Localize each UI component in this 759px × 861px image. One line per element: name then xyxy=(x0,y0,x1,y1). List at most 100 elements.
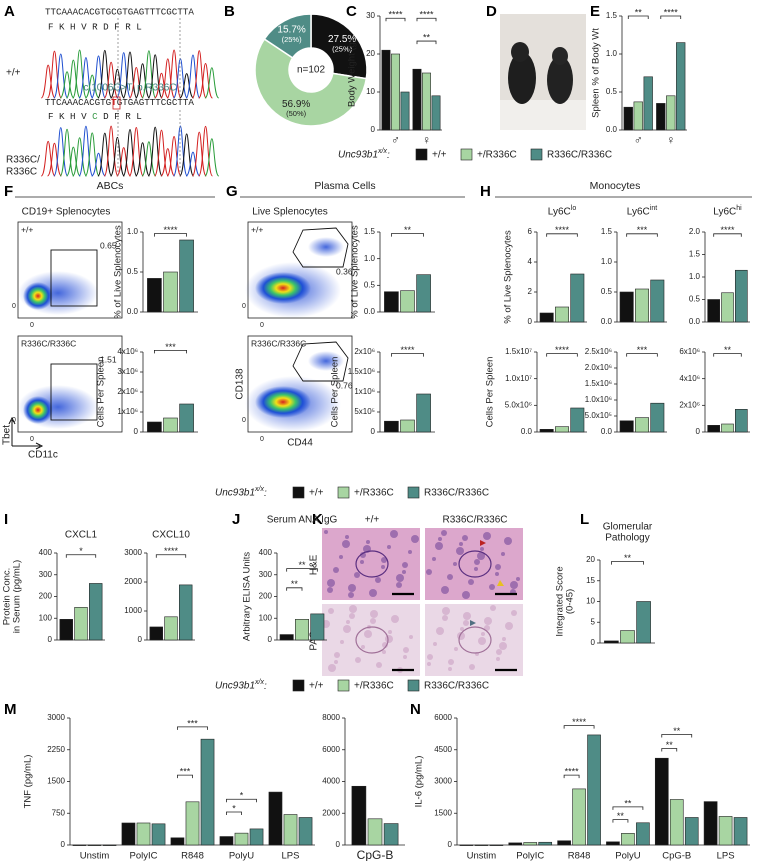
flow-zero: 0 xyxy=(260,322,264,329)
legend-title: Unc93b1x/x: xyxy=(215,486,267,498)
histology-texture xyxy=(355,657,361,663)
x-tick-label: R848 xyxy=(568,851,591,861)
bar xyxy=(604,640,619,644)
significance-label: **** xyxy=(565,767,580,777)
significance-bracket xyxy=(391,353,424,357)
x-tick-label: ♀ xyxy=(422,133,431,147)
bar xyxy=(703,801,718,846)
panel-letter: B xyxy=(224,3,235,20)
genotype-label: +/+ xyxy=(6,68,21,79)
histology-texture xyxy=(442,615,448,621)
histology-texture xyxy=(360,560,364,564)
x-tick-label: LPS xyxy=(282,851,300,861)
significance-bracket xyxy=(612,806,644,810)
legend-label: R336C/R336C xyxy=(547,150,612,161)
y-tick-label: 6000 xyxy=(322,745,340,754)
x-tick-label: ♀ xyxy=(666,133,675,147)
flow-zero: 0 xyxy=(12,303,16,310)
bar xyxy=(721,423,734,433)
y-tick-label: 5.0x10⁶ xyxy=(505,400,532,409)
bar xyxy=(412,68,422,131)
histology-texture xyxy=(483,532,491,540)
legend-label: +/+ xyxy=(309,488,324,499)
mouse-photo xyxy=(500,14,586,130)
significance-label: **** xyxy=(572,717,587,727)
bar xyxy=(734,269,748,323)
bar xyxy=(538,841,553,846)
histology-column: +/+ xyxy=(365,515,380,526)
x-tick-label: PolyIC xyxy=(130,851,158,861)
y-tick-label: 0 xyxy=(696,427,701,436)
histology-texture xyxy=(462,535,468,541)
histology-texture xyxy=(441,586,449,594)
legend-swatch xyxy=(292,679,305,692)
y-axis-label: (0-45) xyxy=(565,589,576,614)
aa-part: D F R L xyxy=(98,111,142,122)
y-tick-label: 1.0x10⁷ xyxy=(505,374,532,383)
significance-label: * xyxy=(79,546,83,556)
histology-texture xyxy=(480,547,484,551)
chromatogram-peak xyxy=(109,136,125,177)
bar xyxy=(623,106,633,131)
y-tick-label: 0.5 xyxy=(606,87,618,96)
histology-texture xyxy=(511,610,517,616)
bar xyxy=(400,419,415,433)
bar xyxy=(185,801,200,846)
bar xyxy=(684,817,699,846)
panel-letter: E xyxy=(590,3,600,20)
histology-texture xyxy=(403,655,407,659)
histology-texture xyxy=(390,530,398,538)
gate-value: 0.76 xyxy=(336,380,353,390)
chromatogram-peak xyxy=(59,128,75,177)
glomerulus xyxy=(355,626,389,654)
bar xyxy=(666,95,676,131)
bar xyxy=(179,584,193,641)
y-tick-label: 4500 xyxy=(434,745,452,754)
histology-texture xyxy=(478,637,486,645)
bar xyxy=(163,271,178,313)
y-tick-label: 0.5 xyxy=(689,295,701,304)
significance-bracket xyxy=(626,353,658,357)
histology-texture xyxy=(441,530,447,536)
flow-genotype: +/+ xyxy=(21,224,33,234)
chromatogram-peak xyxy=(135,63,151,99)
y-tick-label: 2.0 xyxy=(689,227,701,236)
bar xyxy=(367,818,383,846)
bar xyxy=(733,817,748,846)
significance-bracket xyxy=(661,734,693,738)
chromatogram-peak xyxy=(191,131,207,177)
flow-axis-label: CD11c xyxy=(28,450,58,461)
chromatogram-peak xyxy=(198,125,213,177)
y-tick-label: 300 xyxy=(39,570,53,579)
chromatogram-peak xyxy=(116,147,132,177)
bar xyxy=(219,836,234,846)
bar xyxy=(508,842,523,846)
y-tick-label: 4x10⁶ xyxy=(679,374,700,383)
chart-title: CXCL1 xyxy=(65,530,98,541)
significance-label: ** xyxy=(624,553,632,563)
chromatogram-peak xyxy=(147,126,163,177)
glomerulus xyxy=(458,550,492,578)
histology-texture xyxy=(381,565,385,569)
aa-part: C xyxy=(92,111,98,122)
y-tick-label: 6x10⁶ xyxy=(679,347,700,356)
y-tick-label: 1.0 xyxy=(364,254,376,263)
y-tick-label: 2000 xyxy=(124,577,142,586)
histology-texture xyxy=(456,547,464,555)
superscript: x/x xyxy=(254,679,264,686)
chromatogram-peak xyxy=(84,132,100,177)
chromatogram-peak xyxy=(59,71,75,99)
flow-genotype: R336C/R336C xyxy=(21,338,76,348)
chromatogram-peak xyxy=(154,72,169,99)
y-tick-label: 15 xyxy=(586,576,595,585)
legend-swatch xyxy=(407,486,420,499)
chromatogram-peak xyxy=(204,138,220,177)
histology-texture xyxy=(346,620,350,624)
gate-value: 1.51 xyxy=(100,354,117,364)
y-tick-label: 0.0 xyxy=(606,125,618,134)
bar xyxy=(539,312,554,323)
chromatogram-peak xyxy=(154,129,169,177)
y-tick-label: 0 xyxy=(336,840,341,849)
y-tick-label: 1.5 xyxy=(689,250,701,259)
y-tick-label: 0.0 xyxy=(364,307,376,316)
